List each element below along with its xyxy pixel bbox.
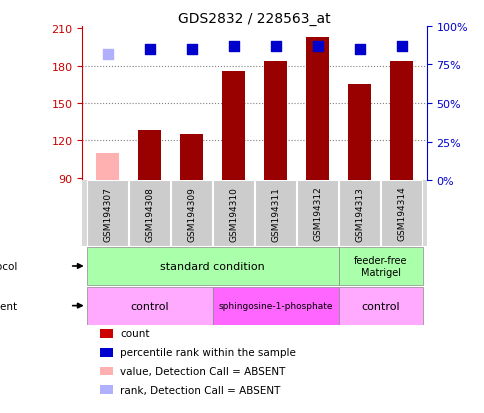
Bar xyxy=(138,131,161,180)
Point xyxy=(271,43,279,50)
Bar xyxy=(212,287,338,325)
Text: GSM194312: GSM194312 xyxy=(313,186,321,241)
Bar xyxy=(100,329,112,338)
Bar xyxy=(222,71,245,180)
Bar xyxy=(129,180,170,247)
Point xyxy=(313,43,321,50)
Text: control: control xyxy=(361,301,399,311)
Bar xyxy=(100,348,112,357)
Bar xyxy=(380,180,421,247)
Bar xyxy=(338,180,379,247)
Point xyxy=(104,51,111,58)
Text: value, Detection Call = ABSENT: value, Detection Call = ABSENT xyxy=(120,366,285,376)
Text: sphingosine-1-phosphate: sphingosine-1-phosphate xyxy=(218,301,332,310)
Bar xyxy=(338,247,422,285)
Text: GSM194311: GSM194311 xyxy=(271,186,280,241)
Bar xyxy=(389,62,412,180)
Bar xyxy=(87,180,128,247)
Bar xyxy=(96,153,119,180)
Text: feeder-free
Matrigel: feeder-free Matrigel xyxy=(353,256,407,277)
Text: percentile rank within the sample: percentile rank within the sample xyxy=(120,347,296,357)
Bar xyxy=(296,180,337,247)
Text: GSM194307: GSM194307 xyxy=(103,186,112,241)
Bar xyxy=(171,180,212,247)
Bar xyxy=(263,62,287,180)
Text: GSM194314: GSM194314 xyxy=(396,186,405,241)
Text: standard condition: standard condition xyxy=(160,261,264,271)
Bar xyxy=(180,135,203,180)
Bar xyxy=(87,247,338,285)
Bar xyxy=(348,85,370,180)
Point xyxy=(229,43,237,50)
Text: growth protocol: growth protocol xyxy=(0,261,17,271)
Bar xyxy=(212,180,254,247)
Text: GSM194313: GSM194313 xyxy=(354,186,363,241)
Bar xyxy=(255,180,296,247)
Point xyxy=(187,47,195,53)
Point xyxy=(355,47,363,53)
Text: GSM194309: GSM194309 xyxy=(187,186,196,241)
Bar xyxy=(100,386,112,394)
Point xyxy=(146,47,153,53)
Bar xyxy=(338,287,422,325)
Title: GDS2832 / 228563_at: GDS2832 / 228563_at xyxy=(178,12,330,26)
Bar xyxy=(305,38,329,180)
Text: GSM194310: GSM194310 xyxy=(228,186,238,241)
Text: count: count xyxy=(120,329,150,339)
Text: GSM194308: GSM194308 xyxy=(145,186,154,241)
Text: agent: agent xyxy=(0,301,17,311)
Bar xyxy=(87,287,212,325)
Text: rank, Detection Call = ABSENT: rank, Detection Call = ABSENT xyxy=(120,385,280,395)
Point xyxy=(397,43,405,50)
Bar xyxy=(100,367,112,375)
Text: control: control xyxy=(130,301,168,311)
